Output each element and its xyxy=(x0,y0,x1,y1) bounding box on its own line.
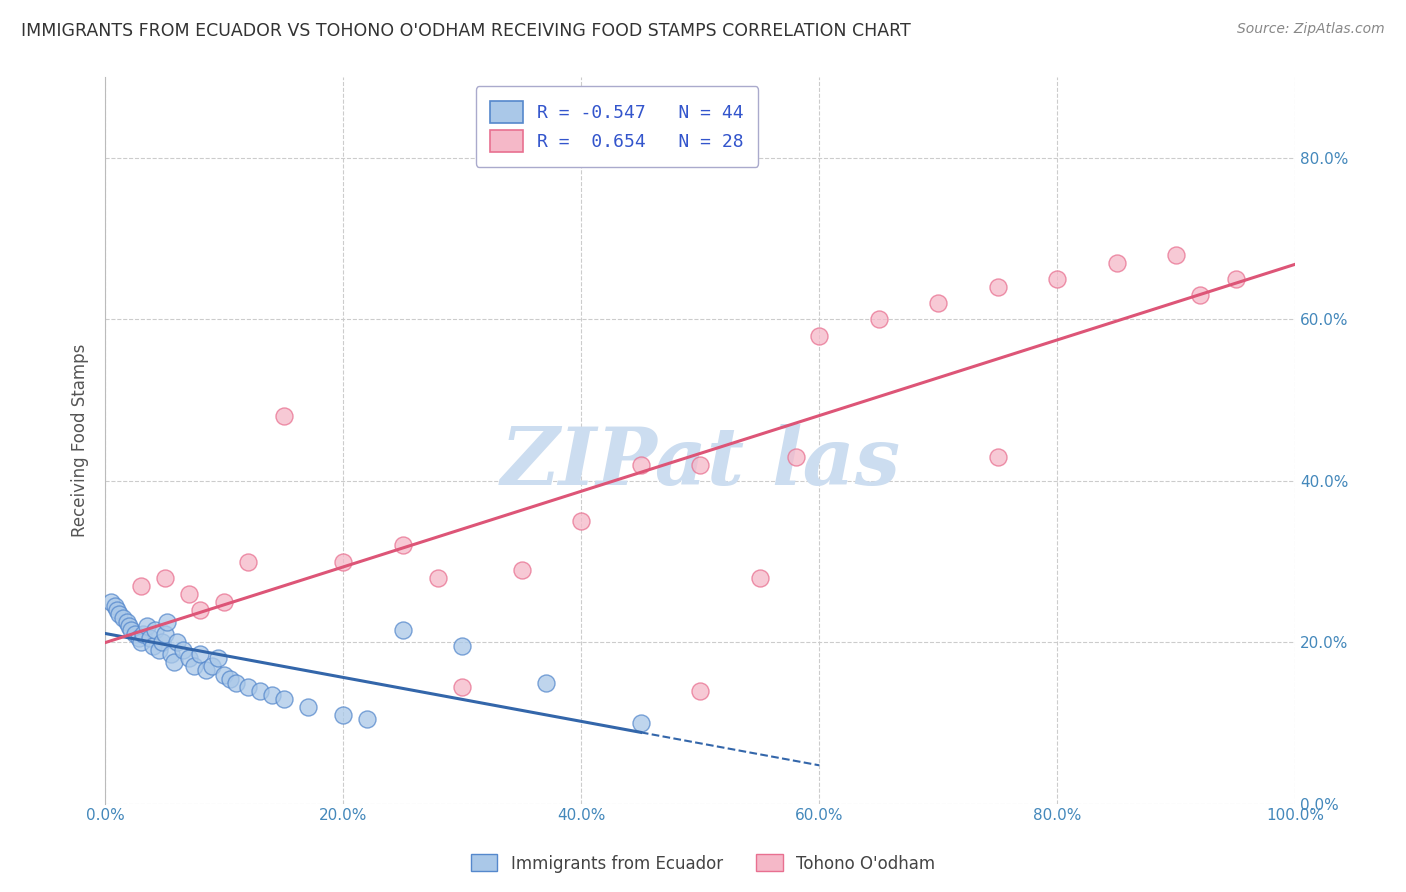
Point xyxy=(159,648,181,662)
Point xyxy=(534,675,557,690)
Point xyxy=(156,615,179,629)
Point xyxy=(927,296,949,310)
Point xyxy=(249,683,271,698)
Point xyxy=(212,667,235,681)
Legend: Immigrants from Ecuador, Tohono O'odham: Immigrants from Ecuador, Tohono O'odham xyxy=(464,847,942,880)
Point xyxy=(166,635,188,649)
Point xyxy=(105,603,128,617)
Point xyxy=(451,680,474,694)
Point xyxy=(1189,288,1212,302)
Point xyxy=(427,571,450,585)
Point xyxy=(1046,272,1069,286)
Point xyxy=(987,280,1010,294)
Point xyxy=(142,640,165,654)
Point xyxy=(569,514,592,528)
Legend: R = -0.547   N = 44, R =  0.654   N = 28: R = -0.547 N = 44, R = 0.654 N = 28 xyxy=(475,87,758,167)
Point xyxy=(124,627,146,641)
Point xyxy=(129,579,152,593)
Point xyxy=(391,538,413,552)
Point xyxy=(987,450,1010,464)
Point xyxy=(1166,248,1188,262)
Text: ZIPat las: ZIPat las xyxy=(501,424,900,501)
Point xyxy=(273,409,295,424)
Point xyxy=(132,627,155,641)
Point xyxy=(153,627,176,641)
Point xyxy=(183,659,205,673)
Point xyxy=(120,623,142,637)
Point xyxy=(153,571,176,585)
Point xyxy=(100,595,122,609)
Point xyxy=(129,635,152,649)
Point xyxy=(190,603,212,617)
Point xyxy=(139,631,162,645)
Point xyxy=(689,683,711,698)
Point xyxy=(510,563,533,577)
Point xyxy=(260,688,283,702)
Point xyxy=(219,672,242,686)
Point xyxy=(148,643,170,657)
Point xyxy=(212,595,235,609)
Point xyxy=(1105,256,1128,270)
Point xyxy=(172,643,194,657)
Point xyxy=(135,619,157,633)
Point xyxy=(177,651,200,665)
Point xyxy=(332,707,354,722)
Point xyxy=(356,712,378,726)
Point xyxy=(163,656,186,670)
Y-axis label: Receiving Food Stamps: Receiving Food Stamps xyxy=(72,343,89,537)
Point xyxy=(236,680,259,694)
Point xyxy=(201,659,224,673)
Point xyxy=(143,623,166,637)
Point xyxy=(785,450,807,464)
Point xyxy=(190,648,212,662)
Point xyxy=(150,635,173,649)
Point xyxy=(118,619,141,633)
Point xyxy=(104,599,127,613)
Point xyxy=(332,555,354,569)
Point xyxy=(177,587,200,601)
Point xyxy=(225,675,247,690)
Point xyxy=(128,631,150,645)
Point xyxy=(391,623,413,637)
Text: IMMIGRANTS FROM ECUADOR VS TOHONO O'ODHAM RECEIVING FOOD STAMPS CORRELATION CHAR: IMMIGRANTS FROM ECUADOR VS TOHONO O'ODHA… xyxy=(21,22,911,40)
Point xyxy=(748,571,770,585)
Point xyxy=(808,328,831,343)
Point xyxy=(630,458,652,472)
Text: Source: ZipAtlas.com: Source: ZipAtlas.com xyxy=(1237,22,1385,37)
Point xyxy=(236,555,259,569)
Point xyxy=(273,691,295,706)
Point xyxy=(207,651,229,665)
Point xyxy=(297,699,319,714)
Point xyxy=(115,615,138,629)
Point xyxy=(689,458,711,472)
Point xyxy=(630,715,652,730)
Point xyxy=(195,664,218,678)
Point xyxy=(868,312,890,326)
Point xyxy=(1225,272,1247,286)
Point xyxy=(112,611,135,625)
Point xyxy=(108,607,131,621)
Point xyxy=(451,640,474,654)
